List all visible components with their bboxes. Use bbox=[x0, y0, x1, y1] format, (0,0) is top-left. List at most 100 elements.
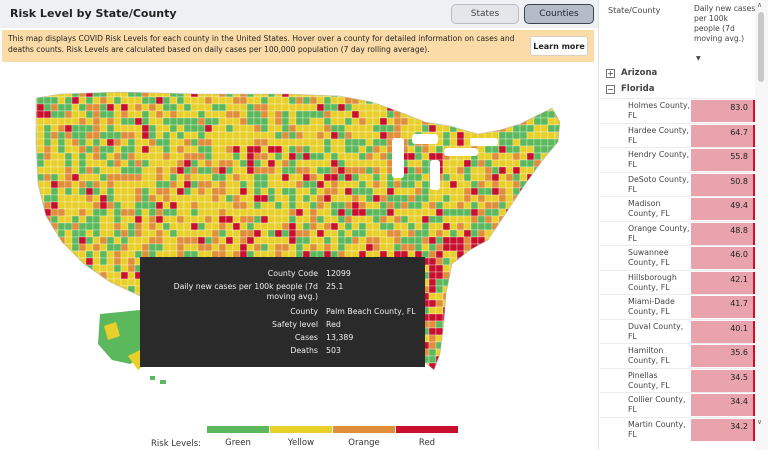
county-shape[interactable] bbox=[316, 124, 325, 133]
county-shape[interactable] bbox=[456, 166, 465, 175]
county-shape[interactable] bbox=[498, 201, 507, 210]
county-shape[interactable] bbox=[330, 222, 339, 231]
county-shape[interactable] bbox=[330, 110, 339, 119]
county-shape[interactable] bbox=[134, 180, 143, 189]
county-shape[interactable] bbox=[99, 96, 108, 105]
county-shape[interactable] bbox=[428, 348, 437, 357]
county-shape[interactable] bbox=[106, 215, 115, 224]
county-shape[interactable] bbox=[330, 145, 339, 154]
county-shape[interactable] bbox=[519, 152, 528, 161]
county-shape[interactable] bbox=[512, 180, 521, 189]
county-shape[interactable] bbox=[358, 159, 367, 168]
county-shape[interactable] bbox=[141, 173, 150, 182]
county-shape[interactable] bbox=[155, 194, 164, 203]
county-shape[interactable] bbox=[169, 145, 178, 154]
county-shape[interactable] bbox=[365, 194, 374, 203]
county-shape[interactable] bbox=[155, 138, 164, 147]
table-row[interactable]: Hamilton County, FL 35.6 bbox=[600, 343, 756, 367]
county-shape[interactable] bbox=[246, 243, 255, 252]
county-shape[interactable] bbox=[456, 229, 465, 238]
county-shape[interactable] bbox=[491, 166, 500, 175]
county-shape[interactable] bbox=[323, 208, 332, 217]
county-shape[interactable] bbox=[127, 180, 136, 189]
county-shape[interactable] bbox=[78, 131, 87, 140]
county-shape[interactable] bbox=[505, 194, 514, 203]
county-shape[interactable] bbox=[379, 117, 388, 126]
county-shape[interactable] bbox=[288, 180, 297, 189]
county-shape[interactable] bbox=[71, 138, 80, 147]
county-shape[interactable] bbox=[141, 110, 150, 119]
county-shape[interactable] bbox=[365, 187, 374, 196]
county-shape[interactable] bbox=[225, 159, 234, 168]
county-shape[interactable] bbox=[344, 236, 353, 245]
county-shape[interactable] bbox=[386, 110, 395, 119]
county-shape[interactable] bbox=[176, 96, 185, 105]
county-shape[interactable] bbox=[400, 117, 409, 126]
county-shape[interactable] bbox=[435, 306, 444, 315]
county-shape[interactable] bbox=[190, 138, 199, 147]
county-shape[interactable] bbox=[344, 208, 353, 217]
county-shape[interactable] bbox=[295, 243, 304, 252]
county-shape[interactable] bbox=[43, 159, 52, 168]
county-shape[interactable] bbox=[113, 159, 122, 168]
county-shape[interactable] bbox=[120, 159, 129, 168]
county-shape[interactable] bbox=[407, 117, 416, 126]
county-shape[interactable] bbox=[470, 166, 479, 175]
county-shape[interactable] bbox=[505, 187, 514, 196]
county-shape[interactable] bbox=[204, 180, 213, 189]
county-shape[interactable] bbox=[337, 201, 346, 210]
county-shape[interactable] bbox=[421, 166, 430, 175]
county-shape[interactable] bbox=[71, 117, 80, 126]
county-shape[interactable] bbox=[106, 208, 115, 217]
county-shape[interactable] bbox=[169, 201, 178, 210]
county-shape[interactable] bbox=[43, 110, 52, 119]
county-shape[interactable] bbox=[141, 187, 150, 196]
county-shape[interactable] bbox=[225, 215, 234, 224]
county-shape[interactable] bbox=[344, 166, 353, 175]
county-shape[interactable] bbox=[400, 194, 409, 203]
sort-descending-icon[interactable]: ▼ bbox=[696, 55, 701, 62]
county-shape[interactable] bbox=[225, 222, 234, 231]
county-shape[interactable] bbox=[71, 222, 80, 231]
county-shape[interactable] bbox=[442, 138, 451, 147]
county-shape[interactable] bbox=[183, 208, 192, 217]
county-shape[interactable] bbox=[456, 138, 465, 147]
county-shape[interactable] bbox=[267, 201, 276, 210]
county-shape[interactable] bbox=[211, 96, 220, 105]
county-shape[interactable] bbox=[120, 124, 129, 133]
county-shape[interactable] bbox=[225, 208, 234, 217]
county-shape[interactable] bbox=[239, 187, 248, 196]
county-shape[interactable] bbox=[204, 145, 213, 154]
county-shape[interactable] bbox=[253, 166, 262, 175]
county-shape[interactable] bbox=[330, 208, 339, 217]
county-shape[interactable] bbox=[484, 159, 493, 168]
county-shape[interactable] bbox=[225, 145, 234, 154]
county-shape[interactable] bbox=[281, 131, 290, 140]
county-shape[interactable] bbox=[386, 222, 395, 231]
county-shape[interactable] bbox=[260, 229, 269, 238]
county-shape[interactable] bbox=[365, 131, 374, 140]
county-shape[interactable] bbox=[435, 257, 444, 266]
county-shape[interactable] bbox=[169, 243, 178, 252]
county-shape[interactable] bbox=[281, 180, 290, 189]
county-shape[interactable] bbox=[71, 152, 80, 161]
county-shape[interactable] bbox=[134, 117, 143, 126]
county-shape[interactable] bbox=[99, 103, 108, 112]
county-shape[interactable] bbox=[526, 152, 535, 161]
county-shape[interactable] bbox=[379, 229, 388, 238]
county-shape[interactable] bbox=[470, 208, 479, 217]
county-shape[interactable] bbox=[428, 229, 437, 238]
county-shape[interactable] bbox=[344, 173, 353, 182]
county-shape[interactable] bbox=[190, 215, 199, 224]
county-shape[interactable] bbox=[414, 124, 423, 133]
county-shape[interactable] bbox=[57, 152, 66, 161]
county-shape[interactable] bbox=[134, 215, 143, 224]
county-shape[interactable] bbox=[309, 201, 318, 210]
county-shape[interactable] bbox=[309, 138, 318, 147]
county-shape[interactable] bbox=[127, 264, 136, 273]
county-shape[interactable] bbox=[218, 222, 227, 231]
county-shape[interactable] bbox=[211, 208, 220, 217]
county-shape[interactable] bbox=[162, 173, 171, 182]
county-shape[interactable] bbox=[218, 201, 227, 210]
county-shape[interactable] bbox=[162, 103, 171, 112]
